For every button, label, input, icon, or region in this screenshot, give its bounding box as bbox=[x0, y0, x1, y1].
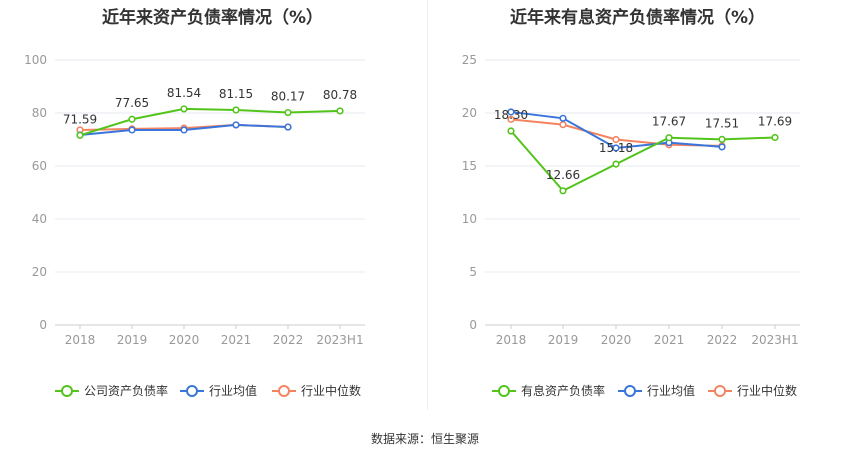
data-point bbox=[507, 115, 515, 123]
data-label: 71.59 bbox=[63, 112, 97, 126]
data-point bbox=[559, 121, 567, 129]
data-point bbox=[128, 126, 136, 134]
data-point bbox=[771, 133, 779, 142]
data-point bbox=[718, 135, 726, 143]
y-tick-label: 40 bbox=[32, 212, 47, 226]
y-tick-label: 0 bbox=[39, 318, 47, 332]
data-point bbox=[559, 114, 567, 122]
series-line bbox=[79, 107, 341, 137]
legend-label: 有息资产负债率 bbox=[521, 383, 605, 398]
data-label: 77.65 bbox=[115, 96, 149, 110]
data-point bbox=[336, 107, 344, 115]
x-tick-label: 2020 bbox=[601, 333, 632, 347]
x-tick-label: 2019 bbox=[548, 333, 579, 347]
data-point bbox=[612, 160, 620, 168]
y-tick-label: 60 bbox=[32, 159, 47, 173]
data-point bbox=[559, 187, 567, 195]
data-point bbox=[612, 135, 620, 144]
legend-marker bbox=[624, 385, 636, 397]
divider bbox=[427, 0, 428, 410]
legend-label: 公司资产负债率 bbox=[84, 383, 168, 398]
y-tick-label: 100 bbox=[24, 53, 47, 67]
data-label: 81.15 bbox=[219, 87, 253, 101]
x-tick-label: 2023H1 bbox=[316, 333, 363, 347]
y-tick-label: 20 bbox=[32, 265, 47, 279]
y-tick-label: 0 bbox=[469, 318, 477, 332]
data-point bbox=[232, 121, 240, 129]
y-tick-label: 80 bbox=[32, 106, 47, 120]
data-label: 18.30 bbox=[494, 108, 528, 122]
legend-label: 行业中位数 bbox=[737, 383, 797, 398]
legend-marker bbox=[714, 385, 726, 397]
chart-title-right: 近年来有息资产负债率情况（%） bbox=[509, 8, 766, 28]
series-line bbox=[510, 130, 776, 193]
legend-label: 行业均值 bbox=[647, 383, 695, 398]
data-label: 80.17 bbox=[271, 90, 305, 104]
legend-marker bbox=[278, 385, 290, 397]
y-tick-label: 20 bbox=[462, 106, 477, 120]
data-label: 17.51 bbox=[705, 116, 739, 130]
y-tick-label: 15 bbox=[462, 159, 477, 173]
data-label: 81.54 bbox=[167, 86, 201, 100]
x-tick-label: 2021 bbox=[221, 333, 252, 347]
x-tick-label: 2020 bbox=[169, 333, 200, 347]
data-point bbox=[665, 134, 673, 142]
data-point bbox=[232, 106, 240, 114]
data-label: 17.69 bbox=[758, 114, 792, 128]
y-tick-label: 5 bbox=[469, 265, 477, 279]
data-label: 12.66 bbox=[546, 168, 580, 182]
data-point bbox=[284, 108, 292, 117]
data-label: 17.67 bbox=[652, 115, 686, 129]
data-point bbox=[180, 126, 188, 134]
data-label: 80.78 bbox=[323, 88, 357, 102]
data-point bbox=[507, 127, 515, 135]
data-point bbox=[612, 144, 620, 152]
chart-title-left: 近年来资产负债率情况（%） bbox=[101, 8, 324, 28]
legend-label: 行业均值 bbox=[209, 383, 257, 398]
data-point bbox=[507, 108, 515, 116]
data-label: 15.18 bbox=[599, 141, 633, 155]
data-point bbox=[718, 143, 726, 151]
x-tick-label: 2022 bbox=[707, 333, 738, 347]
data-point bbox=[128, 115, 136, 123]
x-tick-label: 2018 bbox=[65, 333, 96, 347]
data-point bbox=[284, 123, 292, 131]
x-tick-label: 2019 bbox=[117, 333, 148, 347]
data-point bbox=[180, 105, 188, 113]
x-tick-label: 2021 bbox=[654, 333, 685, 347]
source-note: 数据来源：恒生聚源 bbox=[370, 432, 479, 446]
legend-marker bbox=[61, 385, 73, 397]
x-tick-label: 2022 bbox=[273, 333, 304, 347]
legend-marker bbox=[498, 385, 510, 397]
legend-label: 行业中位数 bbox=[301, 383, 361, 398]
data-point bbox=[76, 131, 84, 139]
x-tick-label: 2023H1 bbox=[751, 333, 798, 347]
y-tick-label: 25 bbox=[462, 53, 477, 67]
x-tick-label: 2018 bbox=[496, 333, 527, 347]
legend-marker bbox=[186, 385, 198, 397]
y-tick-label: 10 bbox=[462, 212, 477, 226]
